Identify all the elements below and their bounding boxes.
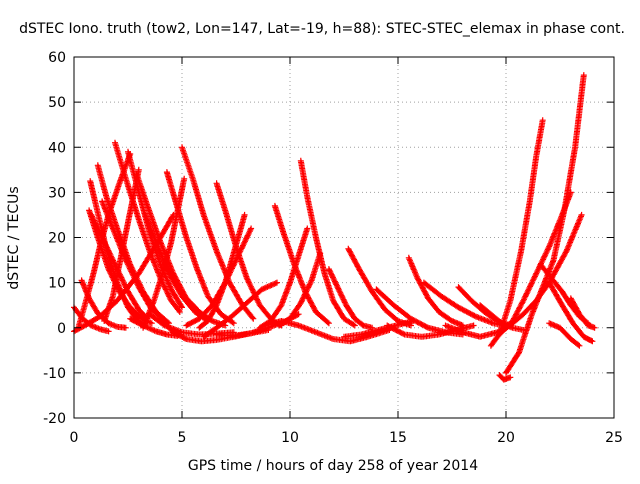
y-tick-label: 0 [57,321,66,337]
series-markers [567,295,598,331]
data-series-24 [183,225,255,329]
x-tick-label: 0 [70,430,79,446]
series-markers [183,225,255,329]
y-tick-label: 40 [48,140,66,156]
y-tick-label: -10 [43,366,66,382]
series-markers [261,318,393,345]
x-tick-label: 5 [178,430,187,446]
y-tick-label: -20 [43,411,66,427]
axes: 0 5 10 15 20 25 -20 -10 0 10 20 30 40 50 60 [43,50,623,446]
chart-title: dSTEC Iono. truth (tow2, Lon=147, Lat=-1… [19,21,625,37]
series-markers [546,279,596,345]
series-markers [271,202,332,327]
data-series-38 [420,279,507,329]
y-axis-label: dSTEC / TECUs [6,186,22,289]
series-markers [75,151,134,331]
series-markers [200,279,280,340]
series-markers [297,157,358,329]
y-tick-label: 10 [48,276,66,292]
x-tick-label: 10 [281,430,299,446]
x-tick-label: 25 [605,430,623,446]
series-markers [256,225,311,331]
series-markers [498,117,546,331]
data-series-49 [567,295,598,331]
series-markers [101,166,142,324]
data-series [71,72,598,383]
data-series-50 [546,320,583,349]
y-tick-label: 50 [48,95,66,111]
series-markers [405,254,466,329]
data-series-45 [498,117,546,331]
data-series-28 [297,157,358,329]
data-series-22 [213,180,285,329]
series-markers [496,372,514,383]
data-series-48 [546,279,596,345]
data-series-25 [200,279,280,340]
data-series-27 [271,202,332,327]
x-axis-label: GPS time / hours of day 258 of year 2014 [188,458,478,474]
data-series-7 [99,198,168,324]
data-series-13 [75,151,134,331]
grid-lines [74,57,614,418]
data-series-14 [101,166,142,324]
data-series-36 [405,254,466,329]
series-markers [99,198,168,324]
series-markers [325,266,376,331]
x-tick-label: 20 [497,430,515,446]
data-series-33 [345,245,414,329]
y-tick-label: 30 [48,185,66,201]
data-series-32 [325,266,376,331]
y-tick-label: 20 [48,231,66,247]
data-series-44 [496,372,514,383]
data-series-29 [256,225,311,331]
series-markers [345,245,414,329]
series-markers [546,320,583,349]
series-markers [213,180,285,329]
data-series-31 [261,318,393,345]
y-tick-label: 60 [48,50,66,66]
x-tick-label: 15 [389,430,407,446]
series-markers [420,279,507,329]
series-markers [179,144,257,322]
data-series-18 [179,144,257,322]
